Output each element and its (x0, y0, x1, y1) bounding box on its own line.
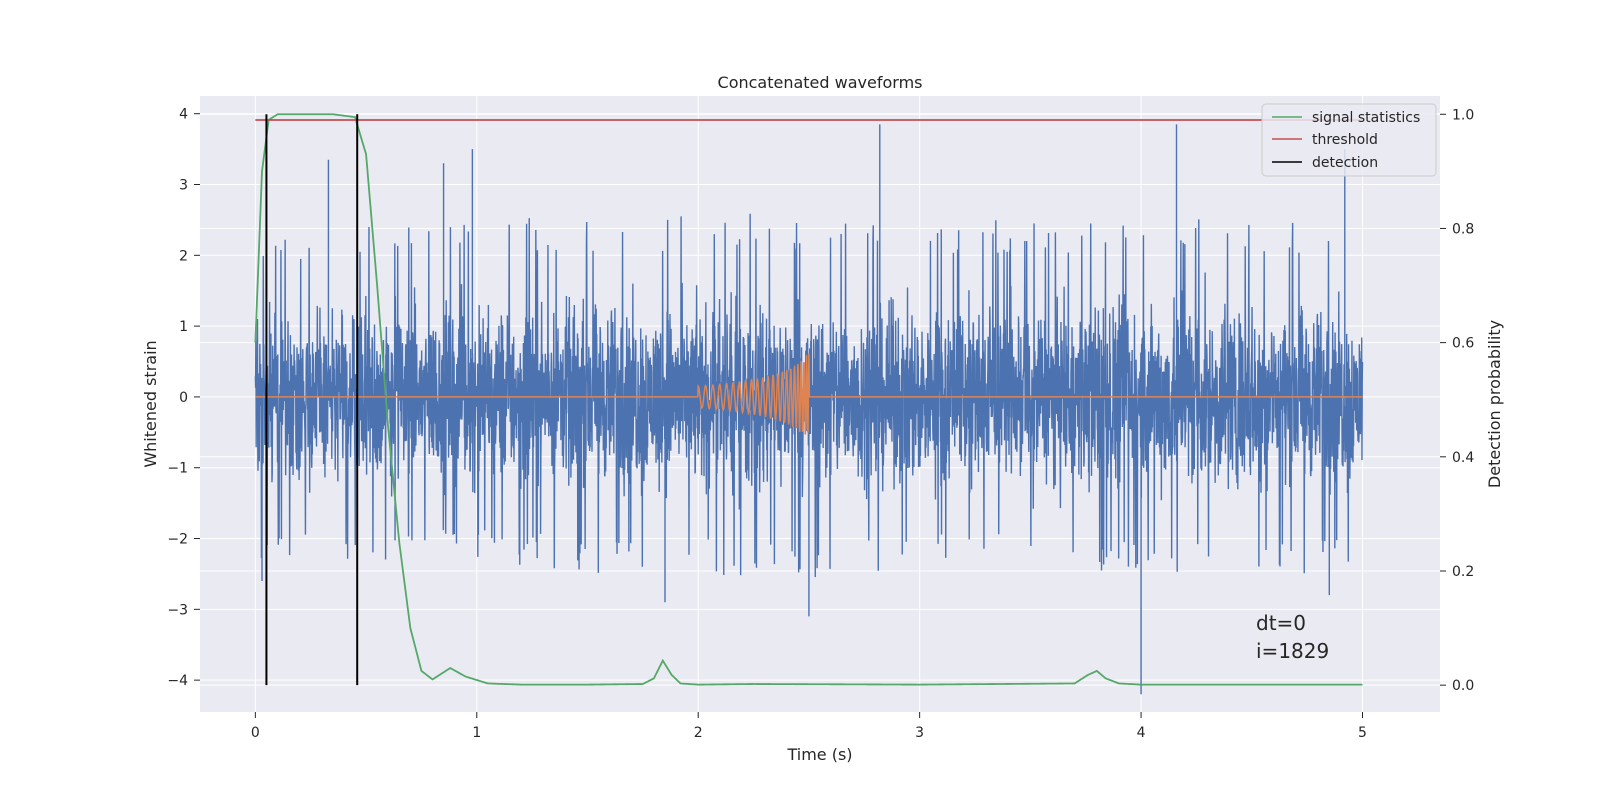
y-tick-label: −4 (167, 673, 188, 689)
y-tick-label: −1 (167, 461, 188, 477)
y-tick-label: 2 (179, 248, 188, 264)
y-axis-label: Whitened strain (141, 340, 160, 467)
legend-label-detection: detection (1312, 155, 1378, 171)
annotation-index: i=1829 (1256, 639, 1329, 663)
legend-label-threshold: threshold (1312, 132, 1378, 148)
y-tick-label: 3 (179, 178, 188, 194)
y-tick-label: −3 (167, 602, 188, 618)
y2-tick-label: 0.0 (1452, 678, 1474, 694)
chart-title: Concatenated waveforms (718, 73, 923, 92)
y-tick-label: 1 (179, 319, 188, 335)
y2-tick-label: 0.6 (1452, 336, 1474, 352)
series (254, 113, 1364, 695)
x-tick-label: 1 (472, 725, 481, 741)
x-tick-label: 5 (1358, 725, 1367, 741)
y-tick-label: 4 (179, 107, 188, 123)
y-tick-label: 0 (179, 390, 188, 406)
annotation-dt: dt=0 (1256, 611, 1306, 635)
legend-box (1261, 103, 1437, 177)
y-tick-label: −2 (167, 532, 188, 548)
series-injected-waveform (255, 353, 1363, 435)
x-axis-label: Time (s) (786, 745, 852, 764)
y2-axis-label: Detection probability (1485, 320, 1504, 488)
x-tick-label: 0 (251, 725, 260, 741)
x-tick-label: 4 (1137, 725, 1146, 741)
x-tick-label: 2 (694, 725, 703, 741)
y2-tick-label: 0.8 (1452, 221, 1474, 237)
legend-label-signal-statistics: signal statistics (1312, 110, 1420, 126)
y2-tick-label: 0.2 (1452, 564, 1474, 580)
x-tick-label: 3 (915, 725, 924, 741)
axis-ticks: 0 1 2 3 4 5 −4 −3 −2 −1 0 1 2 3 4 0.0 0.2 0.4 0.6 0.8 1.0 (167, 107, 1474, 741)
y2-tick-label: 0.4 (1452, 450, 1474, 466)
y2-tick-label: 1.0 (1452, 107, 1474, 123)
legend: signal statistics threshold detection (1261, 103, 1437, 177)
series-signal-statistics (254, 113, 1363, 686)
